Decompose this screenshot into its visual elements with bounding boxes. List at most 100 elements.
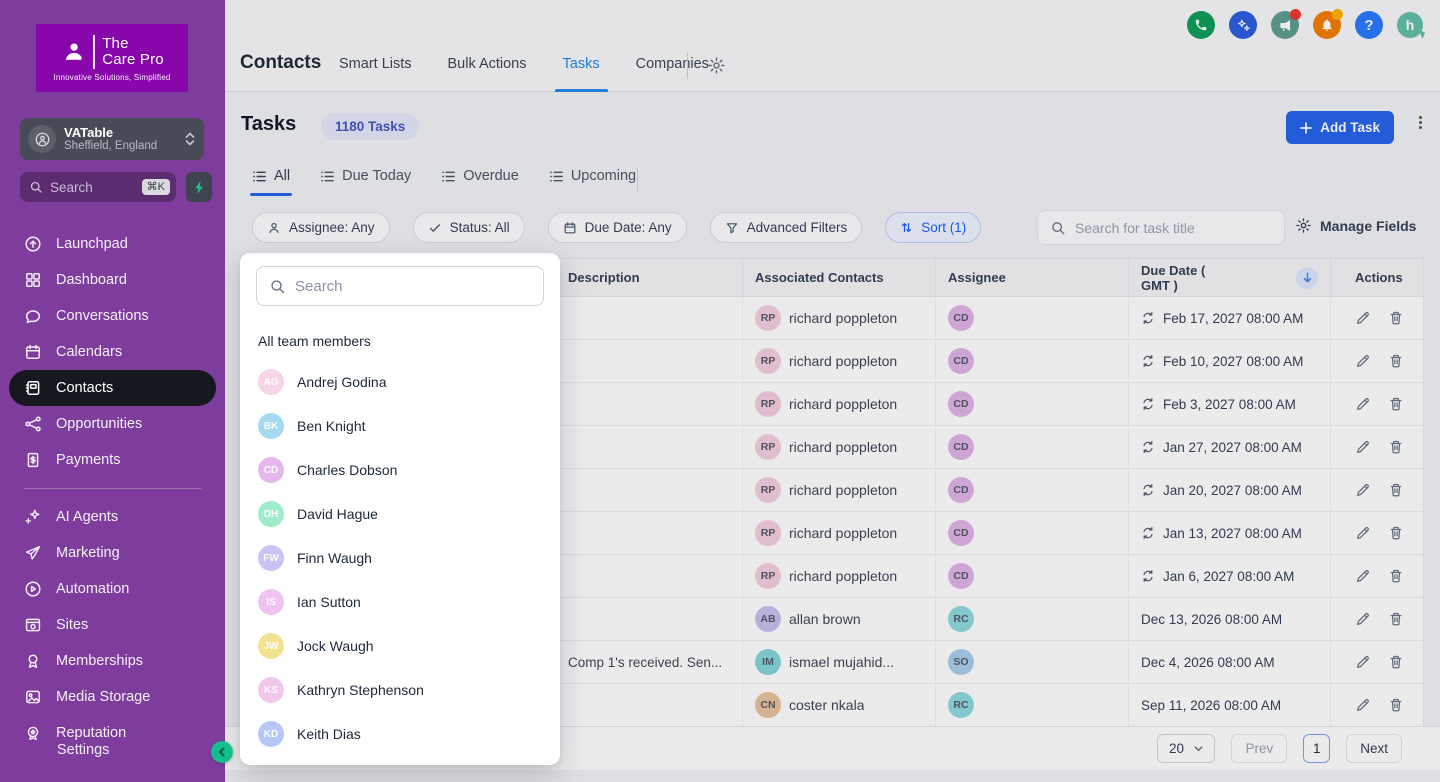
dropdown-search-input[interactable]: Search: [256, 266, 544, 306]
team-member-item[interactable]: BK Ben Knight: [256, 404, 544, 448]
edit-icon[interactable]: [1355, 439, 1371, 455]
help-button[interactable]: ?: [1355, 11, 1383, 39]
delete-icon[interactable]: [1388, 396, 1404, 412]
sidebar-item-reputation[interactable]: Reputation: [0, 715, 225, 751]
support-chat-button[interactable]: h: [1397, 12, 1423, 38]
next-page-button[interactable]: Next: [1346, 734, 1402, 763]
due-date-text: Feb 10, 2027 08:00 AM: [1163, 353, 1304, 369]
delete-icon[interactable]: [1388, 568, 1404, 584]
delete-icon[interactable]: [1388, 525, 1404, 541]
view-tab-overdue[interactable]: Overdue: [441, 168, 519, 196]
announcements-button[interactable]: [1271, 9, 1301, 39]
team-member-item[interactable]: FW Finn Waugh: [256, 536, 544, 580]
sidebar-item-conversations[interactable]: Conversations: [0, 298, 225, 334]
notifications-button[interactable]: [1313, 9, 1343, 39]
search-icon: [1052, 221, 1065, 234]
delete-icon[interactable]: [1388, 611, 1404, 627]
view-tab-upcoming[interactable]: Upcoming: [549, 168, 636, 196]
contact-chip[interactable]: RP richard poppleton: [755, 348, 897, 374]
nav-settings-gear-icon[interactable]: [707, 56, 726, 80]
sidebar-item-opportunities[interactable]: Opportunities: [0, 406, 225, 442]
contact-chip[interactable]: RP richard poppleton: [755, 391, 897, 417]
ai-assistant-button[interactable]: [1229, 11, 1257, 39]
contact-chip[interactable]: RP richard poppleton: [755, 563, 897, 589]
team-member-item[interactable]: JW Jock Waugh: [256, 624, 544, 668]
assignee-cell: CD: [936, 426, 1129, 468]
contact-chip[interactable]: CN coster nkala: [755, 692, 864, 718]
sidebar-item-payments[interactable]: Payments: [0, 442, 225, 478]
sidebar-item-ai-agents[interactable]: AI Agents: [0, 499, 225, 535]
team-member-item[interactable]: KD Keith Dias: [256, 712, 544, 756]
sidebar-item-sites[interactable]: Sites: [0, 607, 225, 643]
sort-arrows-icon: [902, 222, 912, 233]
sidebar-item-automation[interactable]: Automation: [0, 571, 225, 607]
edit-icon[interactable]: [1355, 525, 1371, 541]
delete-icon[interactable]: [1388, 654, 1404, 670]
due-date-filter-chip[interactable]: Due Date: Any: [547, 212, 687, 243]
edit-icon[interactable]: [1355, 611, 1371, 627]
tab-tasks[interactable]: Tasks: [554, 56, 608, 92]
edit-icon[interactable]: [1355, 353, 1371, 369]
edit-icon[interactable]: [1355, 482, 1371, 498]
prev-page-button[interactable]: Prev: [1231, 734, 1288, 763]
manage-fields-button[interactable]: Manage Fields: [1295, 217, 1416, 234]
tab-companies[interactable]: Companies: [635, 56, 709, 72]
edit-icon[interactable]: [1355, 697, 1371, 713]
phone-button[interactable]: [1187, 11, 1215, 39]
edit-icon[interactable]: [1355, 568, 1371, 584]
tab-bulk-actions[interactable]: Bulk Actions: [447, 56, 527, 72]
sidebar-item-marketing[interactable]: Marketing: [0, 535, 225, 571]
advanced-filters-chip[interactable]: Advanced Filters: [709, 212, 863, 243]
sidebar-item-memberships[interactable]: Memberships: [0, 643, 225, 679]
edit-icon[interactable]: [1355, 396, 1371, 412]
sort-desc-button[interactable]: [1296, 266, 1318, 289]
marketing-icon: [25, 546, 41, 560]
task-search-input[interactable]: Search for task title: [1037, 210, 1285, 245]
page-size-select[interactable]: 20: [1157, 734, 1216, 763]
team-member-item[interactable]: IS Ian Sutton: [256, 580, 544, 624]
contact-chip[interactable]: RP richard poppleton: [755, 477, 897, 503]
contact-name: richard poppleton: [789, 525, 898, 541]
contact-chip[interactable]: RP richard poppleton: [755, 520, 897, 546]
sidebar-item-contacts[interactable]: Contacts: [9, 370, 216, 406]
delete-icon[interactable]: [1388, 482, 1404, 498]
team-member-item[interactable]: KS Kathryn Stephenson: [256, 668, 544, 712]
contact-chip[interactable]: IM ismael mujahid...: [755, 649, 894, 675]
edit-icon[interactable]: [1355, 310, 1371, 326]
delete-icon[interactable]: [1388, 353, 1404, 369]
avatar: BK: [258, 413, 284, 439]
delete-icon[interactable]: [1388, 697, 1404, 713]
assignee-filter-chip[interactable]: Assignee: Any: [252, 212, 390, 243]
contact-chip[interactable]: RP richard poppleton: [755, 305, 897, 331]
status-filter-chip[interactable]: Status: All: [412, 212, 525, 243]
team-member-item[interactable]: AG Andrej Godina: [256, 360, 544, 404]
location-switcher[interactable]: VATable Sheffield, England: [20, 118, 204, 160]
quick-actions-button[interactable]: [186, 172, 212, 202]
add-task-button[interactable]: Add Task: [1286, 111, 1394, 144]
contact-chip[interactable]: AB allan brown: [755, 606, 861, 632]
due-date-cell: Dec 4, 2026 08:00 AM: [1129, 641, 1331, 683]
view-tab-due-today[interactable]: Due Today: [320, 168, 411, 196]
view-tab-all[interactable]: All: [249, 168, 293, 196]
sidebar-search-input[interactable]: Search ⌘K: [20, 172, 176, 202]
sidebar-item-settings[interactable]: Settings: [57, 742, 110, 758]
sidebar-collapse-button[interactable]: [211, 741, 233, 763]
sidebar-item-calendars[interactable]: Calendars: [0, 334, 225, 370]
sidebar-item-media-storage[interactable]: Media Storage: [0, 679, 225, 715]
assignee-cell: CD: [936, 340, 1129, 382]
sidebar-item-dashboard[interactable]: Dashboard: [0, 262, 225, 298]
edit-icon[interactable]: [1355, 654, 1371, 670]
delete-icon[interactable]: [1388, 310, 1404, 326]
due-date-text: Dec 13, 2026 08:00 AM: [1141, 611, 1283, 627]
tab-smart-lists[interactable]: Smart Lists: [339, 56, 412, 72]
delete-icon[interactable]: [1388, 439, 1404, 455]
contact-chip[interactable]: RP richard poppleton: [755, 434, 897, 460]
team-member-item[interactable]: CD Charles Dobson: [256, 448, 544, 492]
column-header-due-date[interactable]: Due Date ( GMT ): [1129, 259, 1331, 296]
sort-chip[interactable]: Sort (1): [885, 212, 982, 243]
sidebar-item-launchpad[interactable]: Launchpad: [0, 226, 225, 262]
more-options-button[interactable]: [1419, 116, 1422, 129]
team-member-item[interactable]: DH David Hague: [256, 492, 544, 536]
current-page-button[interactable]: 1: [1303, 734, 1331, 763]
team-member-name: Charles Dobson: [297, 462, 398, 478]
